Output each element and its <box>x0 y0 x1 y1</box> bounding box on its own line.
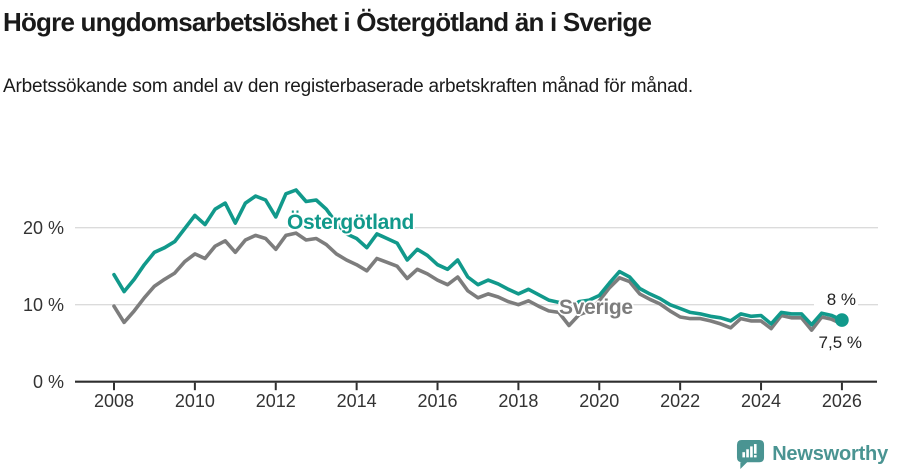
x-tick-label: 2010 <box>174 391 215 411</box>
series-label-ostergotland: Östergötland <box>287 211 415 234</box>
x-tick-label: 2014 <box>336 391 377 411</box>
chart-title: Högre ungdomsarbetslöshet i Östergötland… <box>3 7 652 37</box>
end-value-label-ostergotland: 8 % <box>814 290 858 310</box>
y-tick-label: 0 % <box>32 371 64 392</box>
x-tick-label: 2016 <box>417 391 458 411</box>
x-tick-label: 2008 <box>93 391 135 411</box>
series-end-dot-ostergotland <box>835 313 849 327</box>
chart-subtitle: Arbetssökande som andel av den registerb… <box>3 76 693 97</box>
x-axis <box>75 380 877 391</box>
series-label-sverige: Sverige <box>559 296 633 319</box>
x-tick-label: 2026 <box>821 391 862 411</box>
gridlines <box>75 226 878 306</box>
y-tick-label: 20 % <box>22 217 64 238</box>
newsworthy-bubble-icon <box>737 440 765 469</box>
newsworthy-wordmark: Newsworthy <box>772 443 888 465</box>
series-line-östergötland <box>112 188 844 327</box>
x-tick-label: 2020 <box>579 391 620 411</box>
y-tick-label: 10 % <box>22 294 64 315</box>
series-lines <box>112 188 849 332</box>
end-value-label-sverige: 7,5 % <box>806 333 864 353</box>
x-tick-label: 2012 <box>255 391 296 411</box>
x-tick-label: 2022 <box>660 391 701 411</box>
x-tick-label: 2018 <box>498 391 539 411</box>
series-line-sverige <box>112 231 844 332</box>
newsworthy-logo[interactable]: Newsworthy <box>736 439 888 470</box>
x-tick-label: 2024 <box>741 391 782 411</box>
